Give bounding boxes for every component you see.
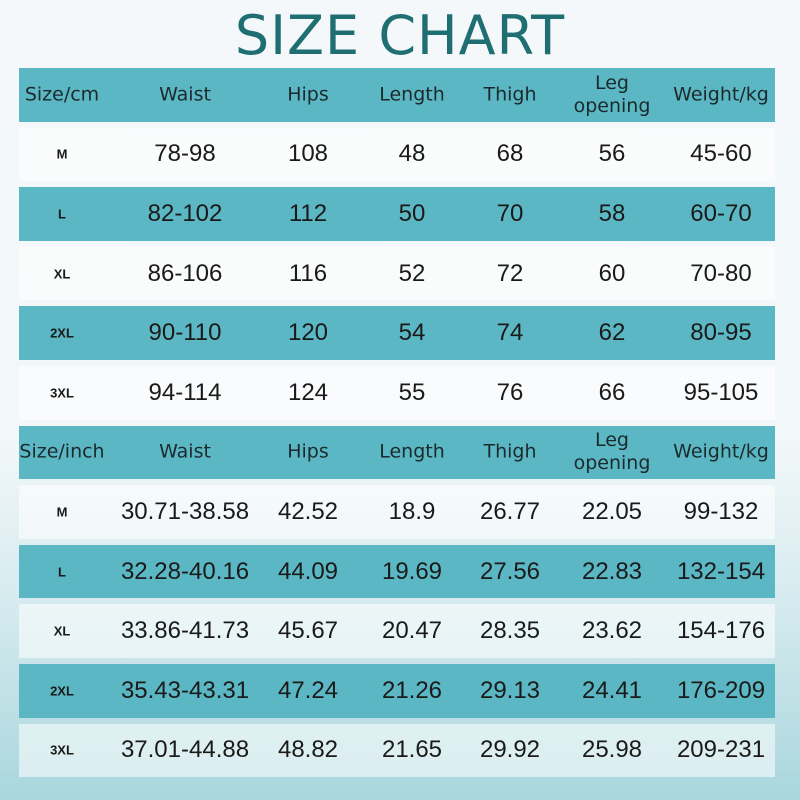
column-header: Weight/kg <box>673 440 769 463</box>
size-label: 3XL <box>50 742 74 758</box>
table-cell: 154-176 <box>676 617 766 645</box>
table-cell: 24.41 <box>581 676 643 704</box>
table-row: 2XL 90-110 120 54 74 62 80-95 <box>19 303 775 363</box>
table-cell: 32.28-40.16 <box>120 557 250 585</box>
table-cell: 72 <box>496 259 524 287</box>
table-cell: 44.09 <box>277 557 339 585</box>
table-cell: 90-110 <box>148 319 222 347</box>
table-cell: 28.35 <box>479 617 541 645</box>
column-header: Hips <box>287 440 329 463</box>
table-cell: 52 <box>398 259 426 287</box>
table-row: M 30.71-38.58 42.52 18.9 26.77 22.05 99-132 <box>19 482 775 542</box>
table-row: 3XL 94-114 124 55 76 66 95-105 <box>19 363 775 423</box>
table-cell: 76 <box>496 378 524 406</box>
table-header: Size/inch Waist Hips Length Thigh Leg opening… <box>19 423 775 483</box>
table-row: L 32.28-40.16 44.09 19.69 27.56 22.83 132-154 <box>19 542 775 602</box>
table-row: XL 86-106 116 52 72 60 70-80 <box>19 244 775 304</box>
size-table: Size/cm Waist Hips Length Thigh Leg opening We… <box>19 65 775 780</box>
size-label: M <box>56 146 68 162</box>
size-label: 2XL <box>50 683 74 699</box>
table-cell: 68 <box>496 140 524 168</box>
table-cell: 47.24 <box>277 676 339 704</box>
table-cell: 25.98 <box>581 736 643 764</box>
column-header: Hips <box>287 83 329 106</box>
column-header: Size/cm <box>24 83 100 106</box>
table-cell: 18.9 <box>388 497 436 525</box>
size-label: L <box>58 564 66 580</box>
table-cell: 35.43-43.31 <box>120 676 250 704</box>
table-row: 3XL 37.01-44.88 48.82 21.65 29.92 25.98 209-23… <box>19 721 775 781</box>
table-cell: 29.92 <box>479 736 541 764</box>
table-row: XL 33.86-41.73 45.67 20.47 28.35 23.62 154-176 <box>19 601 775 661</box>
table-row: M 78-98 108 48 68 56 45-60 <box>19 125 775 185</box>
table-cell: 120 <box>287 319 329 347</box>
table-cell: 66 <box>598 378 626 406</box>
table-cell: 116 <box>288 259 328 287</box>
table-cell: 99-132 <box>683 497 759 525</box>
table-cell: 56 <box>598 140 626 168</box>
table-cell: 50 <box>398 199 426 227</box>
size-label: XL <box>53 266 71 282</box>
table-cell: 54 <box>398 319 426 347</box>
table-cell: 132-154 <box>676 557 766 585</box>
table-cell: 21.65 <box>381 736 443 764</box>
table-cell: 21.26 <box>381 676 443 704</box>
size-label: 2XL <box>50 325 74 341</box>
size-label: 3XL <box>50 385 74 401</box>
table-cell: 48 <box>398 140 426 168</box>
table-cell: 209-231 <box>676 736 766 764</box>
table-cell: 19.69 <box>381 557 443 585</box>
table-cell: 108 <box>287 140 329 168</box>
size-label: L <box>58 206 66 222</box>
table-cell: 94-114 <box>148 378 222 406</box>
column-header: Leg opening <box>573 429 651 475</box>
table-row: 2XL 35.43-43.31 47.24 21.26 29.13 24.41 176-20… <box>19 661 775 721</box>
table-cell: 22.05 <box>581 497 643 525</box>
table-cell: 30.71-38.58 <box>120 497 250 525</box>
column-header: Length <box>379 440 445 463</box>
table-cell: 124 <box>287 378 329 406</box>
table-cell: 33.86-41.73 <box>120 617 250 645</box>
table-cell: 70-80 <box>690 259 752 287</box>
table-cell: 62 <box>598 319 626 347</box>
column-header: Weight/kg <box>673 83 769 106</box>
table-cell: 20.47 <box>381 617 443 645</box>
table-cell: 112 <box>288 199 328 227</box>
table-cell: 60 <box>598 259 626 287</box>
table-cell: 23.62 <box>581 617 643 645</box>
table-cell: 55 <box>398 378 426 406</box>
column-header: Waist <box>159 83 211 106</box>
table-cell: 48.82 <box>277 736 339 764</box>
table-cell: 45-60 <box>690 140 752 168</box>
table-cell: 95-105 <box>683 378 759 406</box>
table-cell: 37.01-44.88 <box>120 736 250 764</box>
column-header: Length <box>379 83 445 106</box>
table-cell: 70 <box>496 199 524 227</box>
column-header: Leg opening <box>573 71 651 117</box>
column-header: Thigh <box>483 83 537 106</box>
table-cell: 82-102 <box>147 199 223 227</box>
table-row: L 82-102 112 50 70 58 60-70 <box>19 184 775 244</box>
size-label: XL <box>53 623 71 639</box>
table-cell: 45.67 <box>277 617 339 645</box>
table-cell: 27.56 <box>479 557 541 585</box>
table-cell: 26.77 <box>479 497 541 525</box>
size-label: M <box>56 504 68 520</box>
table-cell: 86-106 <box>147 259 223 287</box>
column-header: Size/inch <box>19 440 105 463</box>
table-cell: 22.83 <box>581 557 643 585</box>
table-cell: 78-98 <box>154 140 216 168</box>
table-cell: 60-70 <box>690 199 752 227</box>
table-cell: 29.13 <box>479 676 541 704</box>
table-header: Size/cm Waist Hips Length Thigh Leg opening We… <box>19 65 775 125</box>
page-title: SIZE CHART <box>234 4 566 67</box>
column-header: Thigh <box>483 440 537 463</box>
table-cell: 176-209 <box>676 676 766 704</box>
table-cell: 42.52 <box>277 497 339 525</box>
table-cell: 80-95 <box>690 319 752 347</box>
table-cell: 58 <box>598 199 626 227</box>
column-header: Waist <box>159 440 211 463</box>
table-cell: 74 <box>496 319 524 347</box>
